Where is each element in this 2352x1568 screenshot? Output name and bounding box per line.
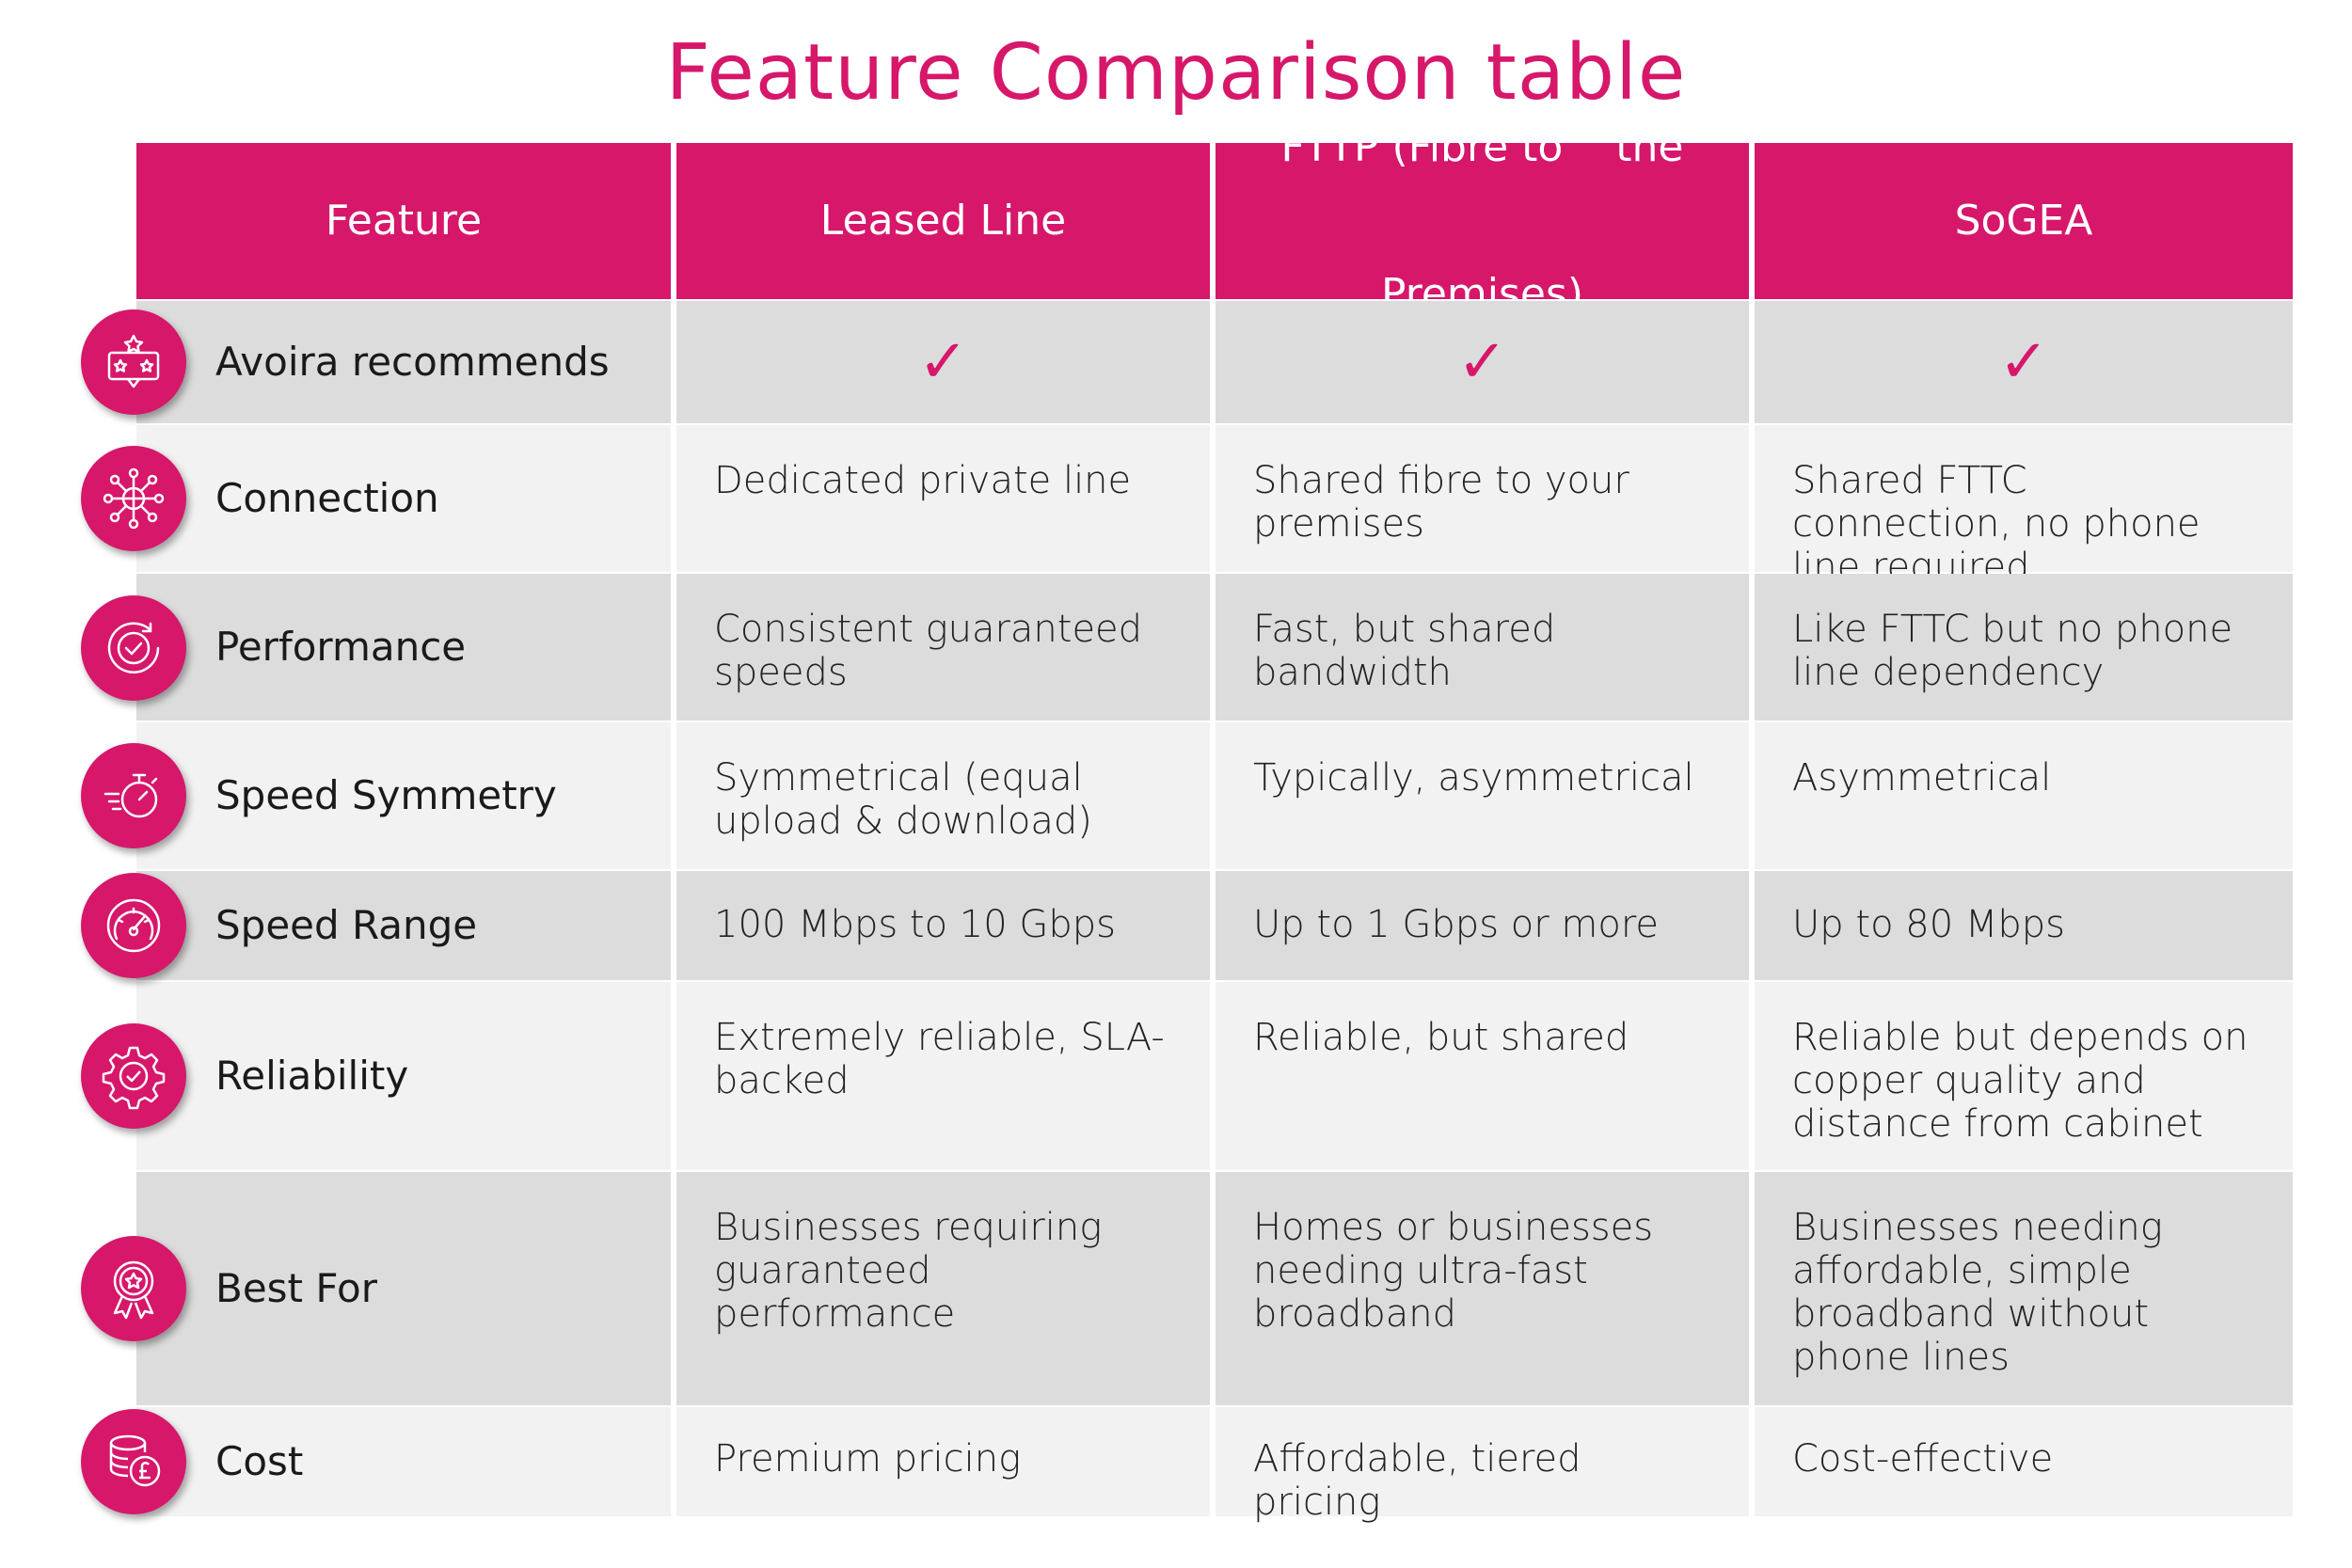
value-cell: Shared fibre to your premises (1216, 425, 1749, 572)
value-cell: Symmetrical (equal upload & download) (676, 722, 1210, 869)
gear-check-icon (81, 1023, 186, 1129)
speedometer-icon (81, 873, 186, 978)
header-feature: Feature (136, 143, 671, 299)
check-icon: ✓ (676, 301, 1210, 423)
feature-label: Performance (136, 574, 671, 721)
feature-label: Avoira recommends (136, 301, 671, 423)
coins-pound-icon (81, 1409, 186, 1514)
award-stars-icon (81, 309, 186, 415)
feature-label: Speed Symmetry (136, 722, 671, 869)
check-icon: ✓ (1755, 301, 2293, 423)
value-cell: Fast, but shared bandwidth (1216, 574, 1749, 721)
value-cell: 100 Mbps to 10 Gbps (676, 871, 1210, 980)
value-cell: Asymmetrical (1755, 722, 2293, 869)
value-cell: Cost-effective (1755, 1407, 2293, 1516)
table-row: Avoira recommends ✓ ✓ ✓ (0, 301, 2352, 423)
check-icon: ✓ (1216, 301, 1749, 423)
value-cell: Extremely reliable, SLA-backed (676, 982, 1210, 1170)
stopwatch-speed-icon (81, 743, 186, 848)
header-fttp: FTTP (Fibre to the Premises) (1216, 123, 1749, 318)
feature-label: Connection (136, 425, 671, 572)
header-sogea: SoGEA (1755, 143, 2293, 299)
value-cell: Reliable but depends on copper quality a… (1755, 982, 2293, 1170)
page-title: Feature Comparison table (665, 28, 1687, 118)
value-cell: Consistent guaranteed speeds (676, 574, 1210, 721)
value-cell: Businesses needing affordable, simple br… (1755, 1172, 2293, 1405)
table-row: Cost Premium pricing Affordable, tiered … (0, 1407, 2352, 1524)
performance-check-icon (81, 595, 186, 701)
feature-label: Speed Range (136, 871, 671, 980)
table-row: Speed Range 100 Mbps to 10 Gbps Up to 1 … (0, 871, 2352, 980)
value-cell: Shared FTTC connection, no phone line re… (1755, 425, 2293, 589)
table-row: Reliability Extremely reliable, SLA-back… (0, 982, 2352, 1170)
header-fttp-line1: FTTP (Fibre to the (1280, 123, 1684, 171)
feature-label: Cost (136, 1407, 671, 1516)
value-cell: Like FTTC but no phone line dependency (1755, 574, 2293, 721)
value-cell: Reliable, but shared (1216, 982, 1749, 1170)
value-cell: Premium pricing (676, 1407, 1210, 1516)
table-row: Speed Symmetry Symmetrical (equal upload… (0, 722, 2352, 869)
table-row: Best For Businesses requiring guaranteed… (0, 1172, 2352, 1405)
network-globe-icon (81, 446, 186, 551)
feature-label: Best For (136, 1172, 671, 1405)
value-cell: Homes or businesses needing ultra-fast b… (1216, 1172, 1749, 1405)
value-cell: Dedicated private line (676, 425, 1210, 572)
value-cell: Up to 80 Mbps (1755, 871, 2293, 980)
value-cell: Up to 1 Gbps or more (1216, 871, 1749, 980)
header-leased-line: Leased Line (676, 143, 1210, 299)
value-cell: Typically, asymmetrical (1216, 722, 1749, 869)
table-row: Performance Consistent guaranteed speeds… (0, 574, 2352, 721)
table-header: Feature Leased Line FTTP (Fibre to the P… (0, 123, 2352, 318)
feature-label: Reliability (136, 982, 671, 1170)
ribbon-award-icon (81, 1236, 186, 1341)
value-cell: Businesses requiring guaranteed performa… (676, 1172, 1210, 1405)
table-row: Connection Dedicated private line Shared… (0, 425, 2352, 589)
value-cell: Affordable, tiered pricing (1216, 1407, 1749, 1524)
